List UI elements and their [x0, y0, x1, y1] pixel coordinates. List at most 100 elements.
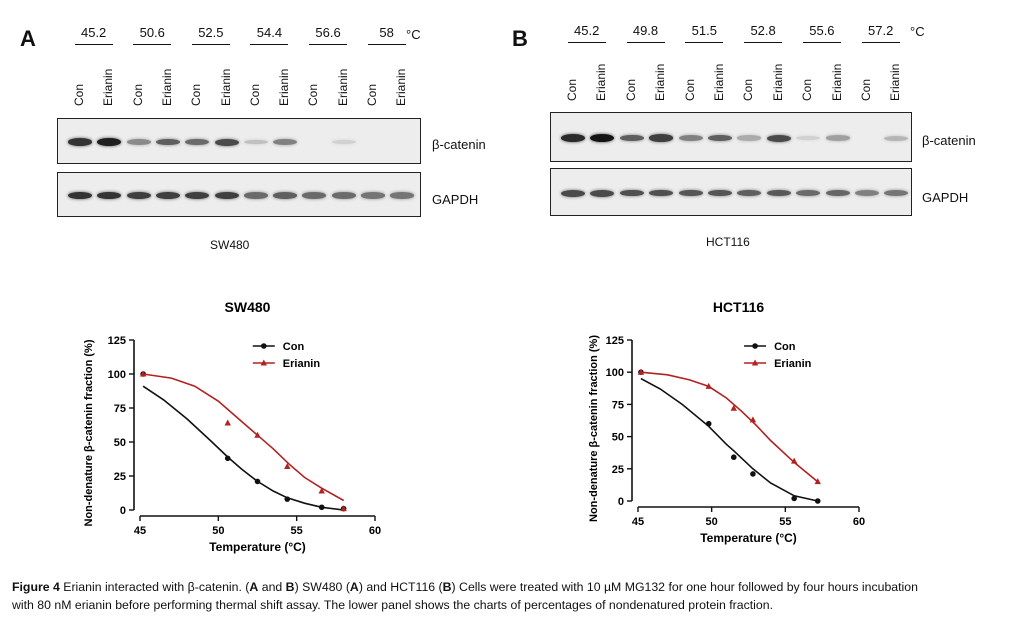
blot-band	[185, 191, 210, 200]
legend-label-con: Con	[283, 341, 305, 353]
blot-band	[737, 135, 762, 141]
caption-text-5: ) Cells were treated with 10 µM MG132 fo…	[451, 580, 918, 594]
x-axis-label: Temperature (°C)	[700, 531, 797, 545]
thermal-shift-chart-hct116: HCT116 0 25 50 75 100 125 45 50 55 60 Temperature (…	[588, 299, 865, 545]
lane-label: Erianin	[770, 63, 785, 101]
lane-label: Con	[130, 83, 145, 106]
data-point-con	[254, 478, 261, 485]
temperature-label: 52.5	[198, 25, 224, 40]
y-tick-label: 25	[114, 471, 126, 483]
chart-title: HCT116	[713, 299, 765, 315]
x-tick-label: 50	[212, 525, 224, 537]
y-tick-label: 50	[612, 432, 624, 444]
blot-band	[214, 191, 239, 200]
y-tick-label: 25	[612, 464, 624, 476]
blot-band	[361, 192, 385, 199]
caption-bold-a1: A	[249, 580, 259, 594]
data-point-con	[705, 420, 712, 427]
lane-label: Con	[859, 78, 873, 101]
panel-letter-a: A	[20, 26, 36, 51]
legend-marker-erianin	[751, 359, 759, 366]
blot-band	[155, 191, 180, 200]
legend-marker-con	[752, 343, 758, 349]
data-point-erianin	[254, 431, 261, 438]
data-point-erianin	[814, 478, 821, 485]
lane-label: Erianin	[218, 68, 233, 106]
temperature-label: 56.6	[315, 25, 341, 40]
blot-band	[708, 189, 732, 197]
temperature-underline	[861, 42, 900, 43]
blot-label-beta-catenin-a: β-catenin	[432, 137, 486, 152]
temperature-label: 55.6	[809, 23, 835, 38]
temperature-label: 45.2	[80, 25, 107, 40]
caption-text-4: ) and HCT116 (	[358, 580, 443, 594]
data-point-con	[730, 454, 737, 461]
legend-marker-erianin	[260, 359, 267, 366]
blot-band	[68, 138, 92, 146]
blot-band	[825, 135, 850, 141]
lane-label: Con	[741, 78, 756, 101]
temperature-label: 50.6	[139, 25, 165, 40]
western-blot-gapdh-b	[550, 168, 912, 216]
x-tick-label: 45	[632, 516, 644, 528]
y-tick-label: 125	[108, 335, 126, 347]
lane-label: Con	[565, 78, 579, 101]
panel-letter-b: B	[512, 26, 528, 51]
lane-label: Erianin	[829, 63, 844, 101]
blot-band	[155, 138, 180, 146]
data-point-erianin	[637, 368, 645, 375]
data-point-con	[750, 471, 756, 477]
caption-text-1: Erianin interacted with β-catenin. (	[59, 580, 250, 594]
x-tick-label: 55	[291, 525, 303, 537]
x-tick-label: 60	[853, 516, 865, 528]
blot-band	[766, 134, 791, 142]
y-tick-label: 75	[114, 403, 126, 415]
lane-label: Erianin	[277, 68, 292, 106]
data-point-erianin	[749, 416, 757, 423]
temperature-label: 45.2	[574, 23, 600, 38]
blot-band	[185, 138, 210, 146]
data-point-con	[318, 504, 325, 511]
temperature-label: 52.8	[750, 23, 776, 38]
cell-line-label-a: SW480	[210, 238, 250, 252]
blot-band	[302, 192, 327, 199]
y-axis-label: Non-denature β-catenin fraction (%)	[588, 335, 600, 522]
temperature-label: 57.2	[868, 23, 894, 38]
western-blot-gapdh-a	[57, 172, 421, 217]
lane-label: Erianin	[159, 68, 174, 106]
lane-label: Erianin	[101, 68, 116, 106]
blot-band	[766, 189, 791, 197]
data-point-con	[284, 496, 291, 502]
blot-band	[97, 191, 122, 200]
blot-band	[273, 139, 298, 145]
lane-label: Con	[247, 83, 262, 106]
temperature-underline	[250, 44, 289, 45]
blot-band	[619, 189, 644, 197]
x-axis-label: Temperature (°C)	[209, 540, 306, 554]
temp-unit-b: °C	[910, 24, 925, 39]
data-point-erianin	[139, 370, 147, 377]
temp-unit-a: °C	[406, 27, 421, 42]
blot-label-beta-catenin-b: β-catenin	[922, 133, 976, 148]
fit-curve-erianin	[640, 371, 819, 483]
temperature-label: 49.8	[632, 23, 659, 38]
lane-label: Con	[365, 83, 379, 106]
cell-line-label-b: HCT116	[706, 235, 750, 249]
blot-band	[678, 135, 703, 141]
y-tick-label: 100	[606, 367, 624, 379]
data-point-erianin	[730, 404, 737, 411]
temperature-underline	[802, 42, 841, 43]
western-blot-beta-catenin-b	[550, 112, 912, 162]
blot-band	[68, 191, 92, 200]
legend-label-con: Con	[774, 341, 796, 353]
temperature-underline	[685, 42, 724, 43]
temperature-underline	[367, 44, 406, 45]
y-tick-label: 75	[612, 399, 624, 411]
lane-label: Erianin	[394, 68, 409, 106]
blot-band	[561, 134, 585, 142]
temperature-underline	[74, 44, 113, 45]
lane-label: Erianin	[594, 63, 609, 101]
blot-band	[331, 139, 356, 145]
temperature-label: 58	[379, 25, 394, 40]
lane-label: Con	[189, 83, 204, 106]
